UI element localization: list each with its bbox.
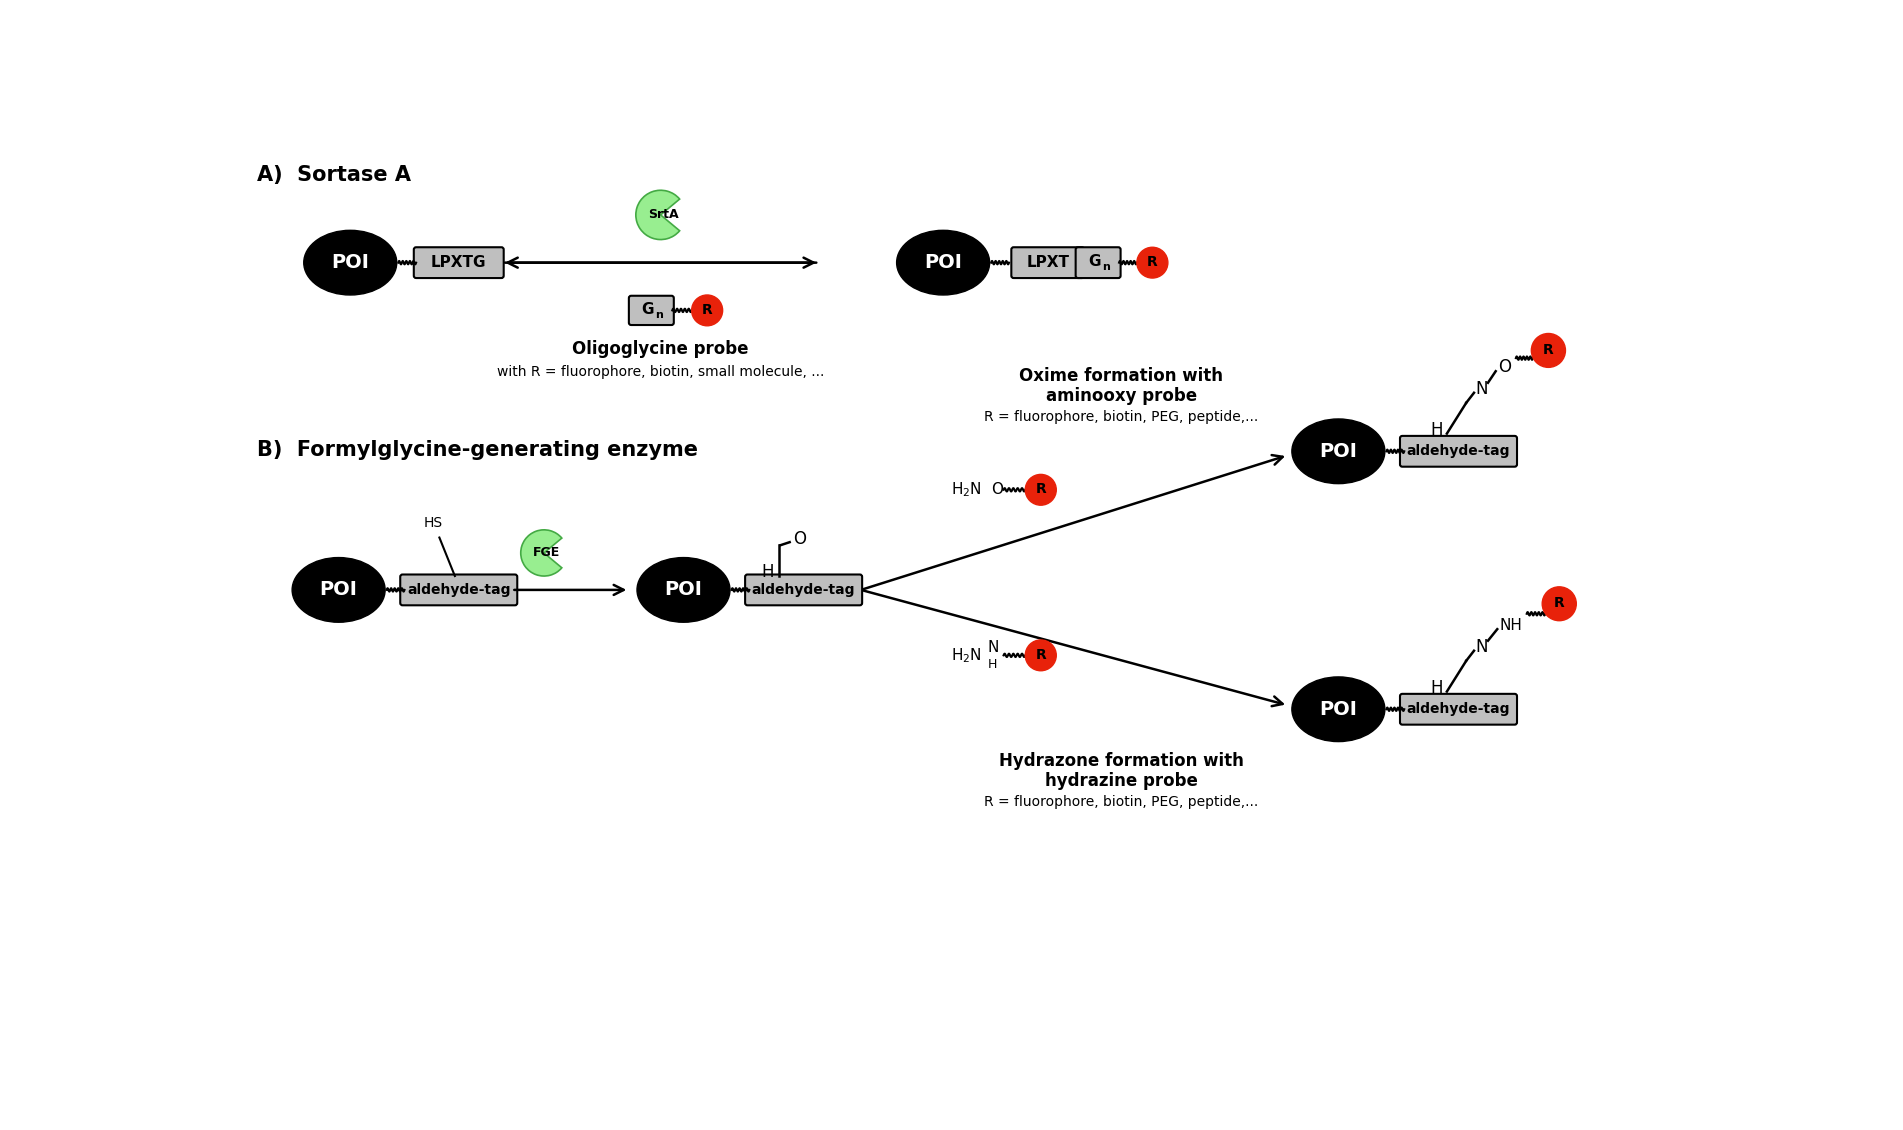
Text: aldehyde-tag: aldehyde-tag: [1406, 444, 1511, 459]
Text: n: n: [1102, 262, 1109, 272]
Wedge shape: [636, 190, 679, 240]
Text: N: N: [988, 641, 999, 655]
Text: POI: POI: [1319, 699, 1357, 719]
Ellipse shape: [293, 557, 384, 623]
Text: R = fluorophore, biotin, PEG, peptide,...: R = fluorophore, biotin, PEG, peptide,..…: [984, 410, 1258, 424]
Text: HS: HS: [424, 515, 443, 530]
FancyBboxPatch shape: [628, 296, 674, 325]
Text: H: H: [988, 658, 997, 671]
Text: R = fluorophore, biotin, PEG, peptide,...: R = fluorophore, biotin, PEG, peptide,..…: [984, 794, 1258, 809]
Ellipse shape: [638, 557, 731, 623]
Text: POI: POI: [1319, 442, 1357, 461]
Text: aldehyde-tag: aldehyde-tag: [752, 583, 854, 597]
Text: hydrazine probe: hydrazine probe: [1045, 772, 1197, 790]
Circle shape: [1532, 333, 1566, 367]
Text: n: n: [655, 310, 662, 320]
Circle shape: [1026, 475, 1056, 505]
Text: G: G: [641, 302, 655, 318]
Text: H: H: [1431, 679, 1442, 697]
Text: H: H: [1431, 420, 1442, 438]
Text: Hydrazone formation with: Hydrazone formation with: [999, 751, 1245, 770]
Text: aldehyde-tag: aldehyde-tag: [1406, 702, 1511, 716]
Text: NH: NH: [1500, 618, 1522, 633]
FancyBboxPatch shape: [413, 247, 504, 278]
Text: H$_2$N: H$_2$N: [952, 480, 982, 499]
Text: R: R: [1035, 483, 1047, 496]
FancyBboxPatch shape: [1401, 694, 1517, 724]
Text: with R = fluorophore, biotin, small molecule, ...: with R = fluorophore, biotin, small mole…: [497, 365, 824, 379]
Text: R: R: [702, 303, 712, 316]
Text: R: R: [1148, 255, 1157, 269]
Text: FGE: FGE: [533, 547, 559, 559]
Text: POI: POI: [320, 581, 358, 599]
Text: aminooxy probe: aminooxy probe: [1047, 386, 1197, 405]
Circle shape: [1541, 586, 1576, 620]
Circle shape: [1026, 640, 1056, 671]
Ellipse shape: [896, 231, 990, 295]
Wedge shape: [521, 530, 561, 576]
FancyBboxPatch shape: [1010, 247, 1085, 278]
FancyBboxPatch shape: [400, 574, 518, 606]
FancyBboxPatch shape: [1401, 436, 1517, 467]
Text: Oligoglycine probe: Oligoglycine probe: [573, 340, 750, 358]
Text: POI: POI: [664, 581, 702, 599]
Text: O: O: [991, 483, 1003, 497]
Text: R: R: [1543, 342, 1553, 357]
Text: R: R: [1035, 647, 1047, 661]
Text: H: H: [761, 563, 775, 581]
Text: H$_2$N: H$_2$N: [952, 646, 982, 664]
Text: Oxime formation with: Oxime formation with: [1020, 367, 1224, 385]
Text: O: O: [1498, 358, 1511, 376]
FancyBboxPatch shape: [746, 574, 862, 606]
FancyBboxPatch shape: [1075, 247, 1121, 278]
Ellipse shape: [1292, 677, 1385, 741]
Text: G: G: [1089, 254, 1100, 269]
Text: LPXTG: LPXTG: [430, 255, 487, 270]
Text: A)  Sortase A: A) Sortase A: [257, 165, 411, 185]
Text: R: R: [1555, 596, 1564, 610]
Text: POI: POI: [925, 253, 963, 272]
Circle shape: [1136, 247, 1168, 278]
Text: N: N: [1475, 380, 1488, 398]
Text: SrtA: SrtA: [647, 208, 677, 221]
Circle shape: [691, 295, 723, 325]
Text: LPXT: LPXT: [1026, 255, 1069, 270]
Text: B)  Formylglycine-generating enzyme: B) Formylglycine-generating enzyme: [257, 440, 698, 460]
Ellipse shape: [1292, 419, 1385, 484]
Text: N: N: [1475, 637, 1488, 655]
Text: aldehyde-tag: aldehyde-tag: [407, 583, 510, 597]
Text: POI: POI: [331, 253, 369, 272]
Text: O: O: [794, 530, 807, 548]
Ellipse shape: [304, 231, 396, 295]
